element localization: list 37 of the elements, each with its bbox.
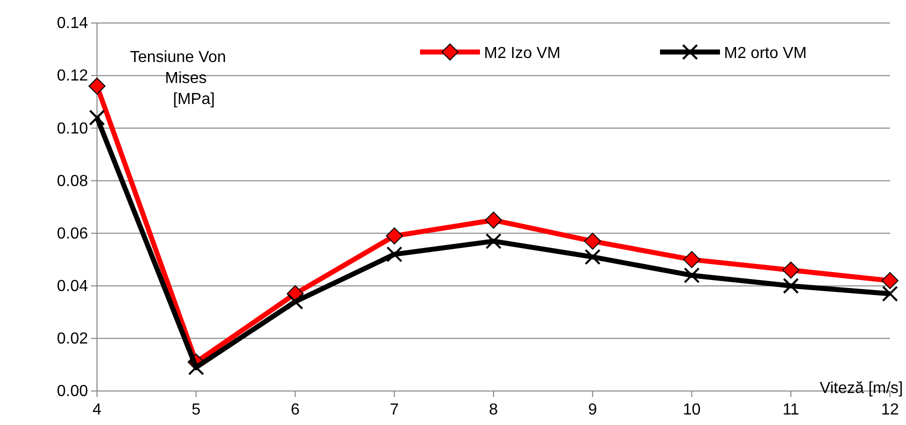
x-tick-label: 10 [682, 401, 701, 418]
point [88, 78, 106, 95]
point [782, 262, 800, 279]
x-tick-label: 8 [489, 401, 498, 418]
y-tick-label: 0.04 [56, 278, 88, 295]
y-tick-label: 0.14 [56, 15, 88, 32]
x-axis-title: Viteză [m/s] [820, 380, 903, 397]
point [89, 110, 105, 126]
point [782, 278, 799, 294]
x-tick-label: 11 [782, 401, 800, 418]
y-tick-label: 0.10 [56, 120, 88, 138]
point [684, 267, 700, 284]
point [584, 248, 601, 265]
y-tick-label: 0.00 [56, 383, 88, 400]
x-tick-label: 12 [881, 401, 899, 418]
point [584, 232, 602, 250]
point [188, 359, 204, 376]
point [882, 272, 898, 290]
x-tick-label: 7 [390, 401, 399, 418]
x-tick-label: 9 [588, 401, 598, 418]
y-tick-label: 0.08 [56, 172, 88, 190]
legend-label: M2 orto VM [724, 45, 807, 62]
y-tick-label: 0.02 [56, 330, 88, 348]
point [486, 233, 502, 250]
y-tick-label: 0.06 [56, 225, 88, 242]
y-axis-title: Tensiune Von Mises [MPa] [130, 49, 226, 108]
point [683, 251, 700, 268]
x-tick-label: 6 [290, 401, 300, 418]
x-tick-label: 4 [92, 401, 102, 418]
legend-label: M2 Izo VM [484, 45, 560, 62]
point [386, 246, 402, 262]
point [386, 227, 403, 244]
x-tick-label: 5 [192, 401, 201, 418]
y-tick-label: 0.12 [56, 68, 88, 85]
point [485, 212, 502, 229]
point [882, 286, 898, 302]
point [287, 294, 304, 310]
